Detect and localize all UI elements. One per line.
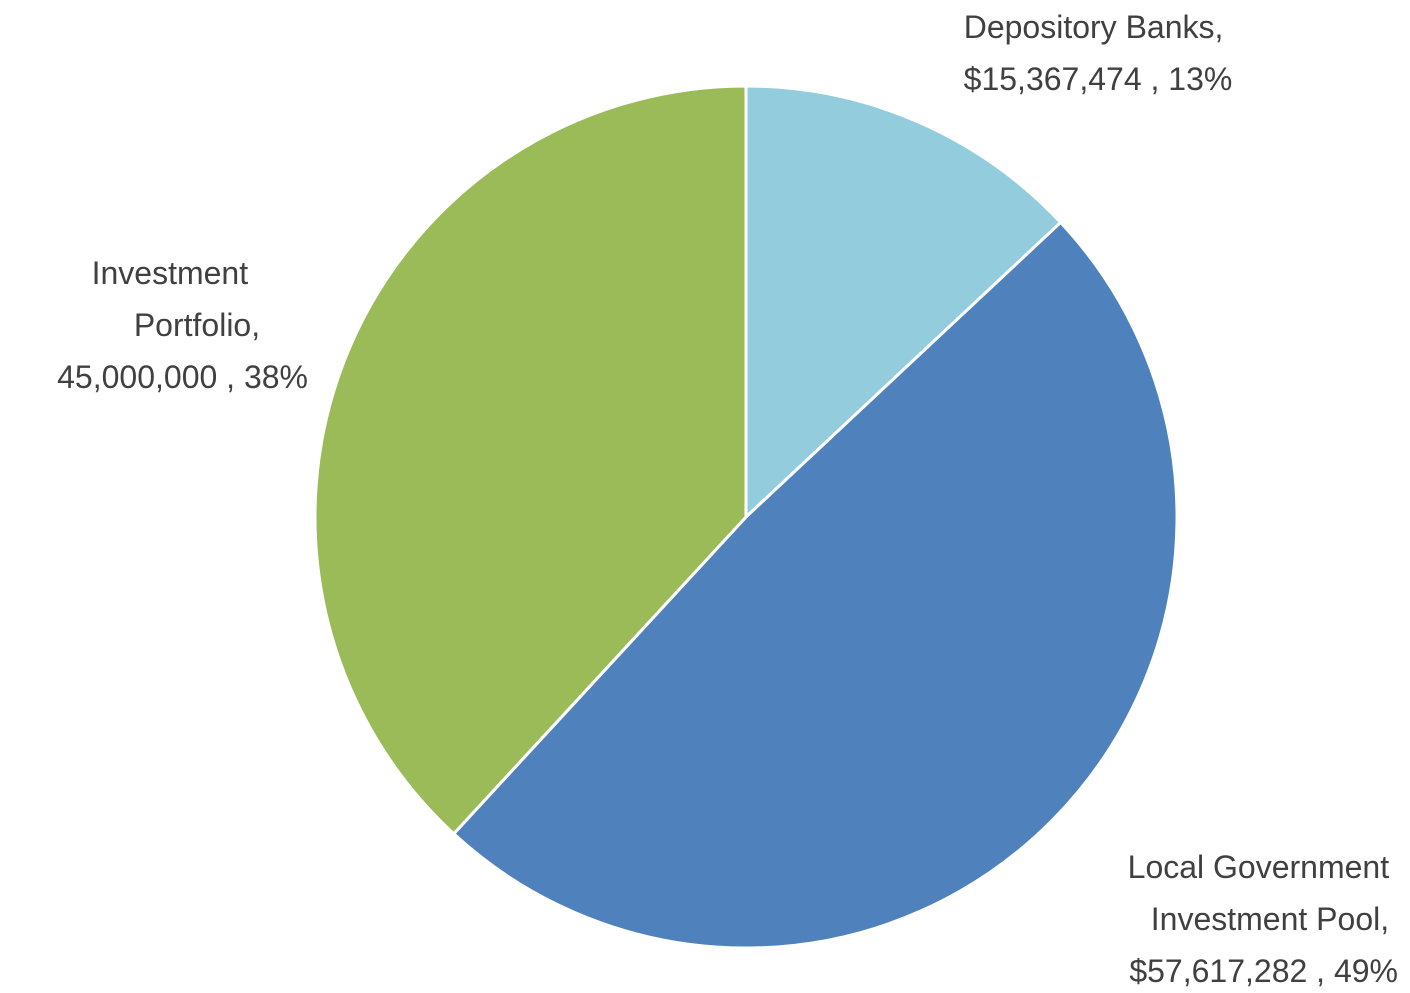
label-line: Portfolio, bbox=[134, 307, 260, 343]
pie-slice-depository-banks bbox=[744, 84, 1063, 519]
labels-layer: Depository Banks, $15,367,474 , 13% Loca… bbox=[57, 9, 1398, 989]
slices-layer bbox=[313, 84, 1179, 950]
label-line: Depository Banks, bbox=[964, 9, 1224, 45]
data-label-investment-portfolio: Investment Portfolio, 45,000,000 , 38% bbox=[57, 255, 308, 395]
data-label-depository-banks: Depository Banks, $15,367,474 , 13% bbox=[964, 9, 1233, 97]
label-line: $15,367,474 , 13% bbox=[964, 61, 1233, 97]
data-label-local-government-investment-pool: Local Government Investment Pool, $57,61… bbox=[1128, 849, 1398, 989]
label-line: Investment bbox=[92, 255, 249, 291]
label-line: Local Government bbox=[1128, 849, 1390, 885]
pie-slice-local-government-investment-pool bbox=[452, 220, 1179, 950]
pie-slice-investment-portfolio bbox=[313, 84, 748, 836]
label-line: Investment Pool, bbox=[1151, 901, 1389, 937]
label-line: $57,617,282 , 49% bbox=[1129, 953, 1398, 989]
label-line: 45,000,000 , 38% bbox=[57, 359, 308, 395]
